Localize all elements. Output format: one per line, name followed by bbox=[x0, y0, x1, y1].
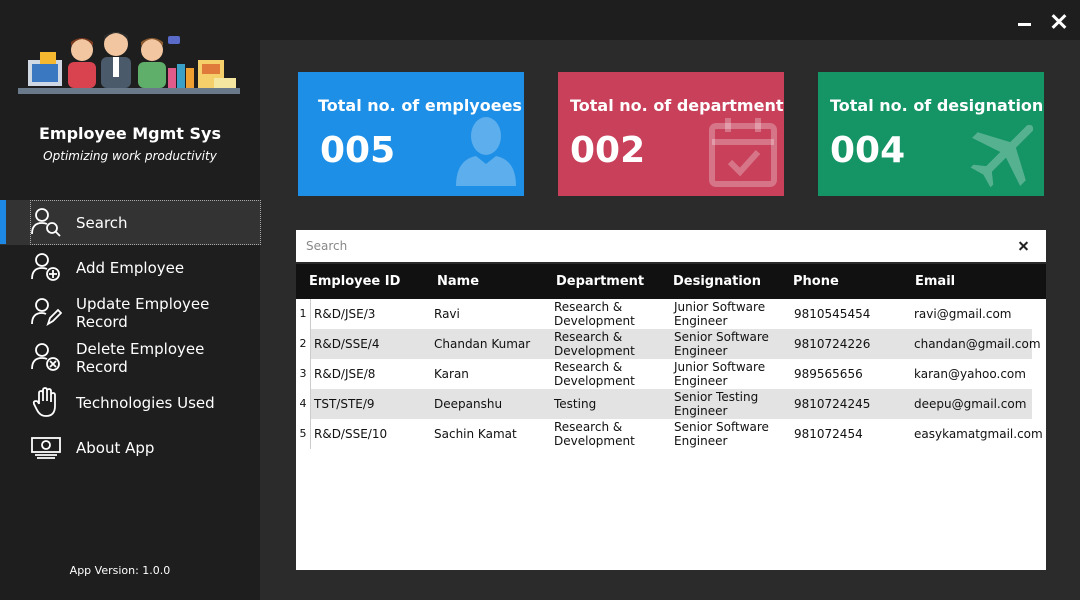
column-header-email[interactable]: Email bbox=[915, 274, 956, 289]
row-number: 1 bbox=[296, 299, 311, 329]
app-version: App Version: 1.0.0 bbox=[69, 564, 171, 577]
delete-user-icon bbox=[31, 343, 60, 371]
sidebar-item-update-employee[interactable]: Update Employee Record bbox=[0, 290, 260, 335]
team-logo-icon bbox=[18, 32, 240, 94]
table-row[interactable]: 3 R&D/JSE/8 Karan Research & Development… bbox=[296, 359, 1032, 389]
cell-designation: Senior Software Engineer bbox=[674, 330, 769, 358]
cell-phone: 9810724245 bbox=[794, 397, 871, 411]
table-row[interactable]: 4 TST/STE/9 Deepanshu Testing Senior Tes… bbox=[296, 389, 1032, 419]
cell-name: Karan bbox=[434, 367, 469, 381]
card-value: 004 bbox=[830, 130, 906, 171]
cell-email: karan@yahoo.com bbox=[914, 367, 1026, 381]
table-row[interactable]: 2 R&D/SSE/4 Chandan Kumar Research & Dev… bbox=[296, 329, 1041, 359]
sidebar: Employee Mgmt Sys Optimizing work produc… bbox=[0, 0, 261, 600]
clear-search-button[interactable] bbox=[1016, 238, 1032, 254]
cell-phone: 9810724226 bbox=[794, 337, 871, 351]
cell-email: chandan@gmail.com bbox=[914, 337, 1041, 351]
cell-employee-id: R&D/JSE/8 bbox=[314, 367, 376, 381]
card-title: Total no. of emplyoees bbox=[318, 96, 522, 115]
hand-icon bbox=[32, 387, 56, 417]
cell-phone: 981072454 bbox=[794, 427, 863, 441]
search-user-icon bbox=[31, 208, 61, 237]
cell-name: Sachin Kamat bbox=[434, 427, 517, 441]
edit-user-icon bbox=[31, 298, 62, 327]
card-value: 005 bbox=[320, 130, 396, 171]
minimize-button[interactable] bbox=[1016, 12, 1034, 30]
cell-department: Research & Development bbox=[554, 420, 635, 448]
row-number: 4 bbox=[296, 389, 311, 419]
sidebar-item-delete-employee[interactable]: Delete Employee Record bbox=[0, 335, 260, 380]
add-user-icon bbox=[31, 253, 60, 281]
column-header-name[interactable]: Name bbox=[437, 274, 480, 289]
cell-employee-id: R&D/SSE/10 bbox=[314, 427, 388, 441]
employee-table-panel: Employee ID Name Department Designation … bbox=[296, 230, 1046, 570]
money-icon bbox=[31, 437, 61, 459]
table-body: 1 R&D/JSE/3 Ravi Research & Development … bbox=[296, 299, 1043, 449]
column-header-employee-id[interactable]: Employee ID bbox=[309, 274, 401, 289]
cell-email: easykamatgmail.com bbox=[914, 427, 1043, 441]
table-row[interactable]: 1 R&D/JSE/3 Ravi Research & Development … bbox=[296, 299, 1032, 329]
sidebar-item-label: About App bbox=[76, 438, 155, 457]
sidebar-item-label: Delete Employee Record bbox=[76, 339, 205, 376]
app-tagline: Optimizing work productivity bbox=[43, 149, 217, 163]
cell-employee-id: R&D/SSE/4 bbox=[314, 337, 380, 351]
cell-designation: Junior Software Engineer bbox=[674, 360, 766, 388]
row-number: 2 bbox=[296, 329, 311, 359]
calendar-check-icon bbox=[709, 118, 777, 187]
search-input[interactable] bbox=[296, 230, 1006, 262]
row-number: 3 bbox=[296, 359, 311, 389]
cell-designation: Senior Software Engineer bbox=[674, 420, 769, 448]
cell-name: Chandan Kumar bbox=[434, 337, 531, 351]
column-header-department[interactable]: Department bbox=[556, 274, 645, 289]
table-row[interactable]: 5 R&D/SSE/10 Sachin Kamat Research & Dev… bbox=[296, 419, 1043, 449]
cell-email: deepu@gmail.com bbox=[914, 397, 1027, 411]
card-title: Total no. of departments bbox=[570, 96, 784, 115]
sidebar-item-add-employee[interactable]: Add Employee bbox=[0, 245, 260, 290]
sidebar-item-label: Add Employee bbox=[76, 258, 185, 277]
airplane-icon bbox=[970, 124, 1034, 188]
sidebar-item-about[interactable]: About App bbox=[0, 425, 260, 470]
close-window-button[interactable] bbox=[1050, 12, 1068, 30]
sidebar-item-label: Technologies Used bbox=[76, 393, 215, 412]
cell-employee-id: TST/STE/9 bbox=[314, 397, 375, 411]
card-value: 002 bbox=[570, 130, 646, 171]
column-header-designation[interactable]: Designation bbox=[673, 274, 761, 289]
cell-email: ravi@gmail.com bbox=[914, 307, 1012, 321]
cell-department: Testing bbox=[554, 397, 597, 411]
cell-employee-id: R&D/JSE/3 bbox=[314, 307, 376, 321]
column-header-phone[interactable]: Phone bbox=[793, 274, 839, 289]
cell-designation: Senior Testing Engineer bbox=[674, 390, 759, 418]
row-number: 5 bbox=[296, 419, 311, 449]
cell-designation: Junior Software Engineer bbox=[674, 300, 766, 328]
sidebar-item-label: Update Employee Record bbox=[76, 294, 210, 331]
app-name: Employee Mgmt Sys bbox=[39, 124, 221, 143]
divider bbox=[296, 262, 1046, 264]
cell-name: Deepanshu bbox=[434, 397, 503, 411]
cell-department: Research & Development bbox=[554, 330, 635, 358]
designations-count-card: Total no. of designations 004 bbox=[818, 72, 1044, 196]
sidebar-item-search[interactable]: Search bbox=[0, 200, 261, 245]
sidebar-item-technologies[interactable]: Technologies Used bbox=[0, 380, 260, 425]
departments-count-card: Total no. of departments 002 bbox=[558, 72, 784, 196]
employees-count-card: Total no. of emplyoees 005 bbox=[298, 72, 524, 196]
cell-phone: 989565656 bbox=[794, 367, 863, 381]
table-header: Employee ID Name Department Designation … bbox=[296, 264, 1046, 299]
card-title: Total no. of designations bbox=[830, 96, 1044, 115]
person-icon bbox=[456, 117, 516, 186]
cell-department: Research & Development bbox=[554, 300, 635, 328]
cell-phone: 9810545454 bbox=[794, 307, 871, 321]
cell-name: Ravi bbox=[434, 307, 460, 321]
sidebar-item-label: Search bbox=[76, 213, 128, 232]
sidebar-nav: Search Add Employee Update Employee Reco… bbox=[0, 200, 261, 470]
cell-department: Research & Development bbox=[554, 360, 635, 388]
